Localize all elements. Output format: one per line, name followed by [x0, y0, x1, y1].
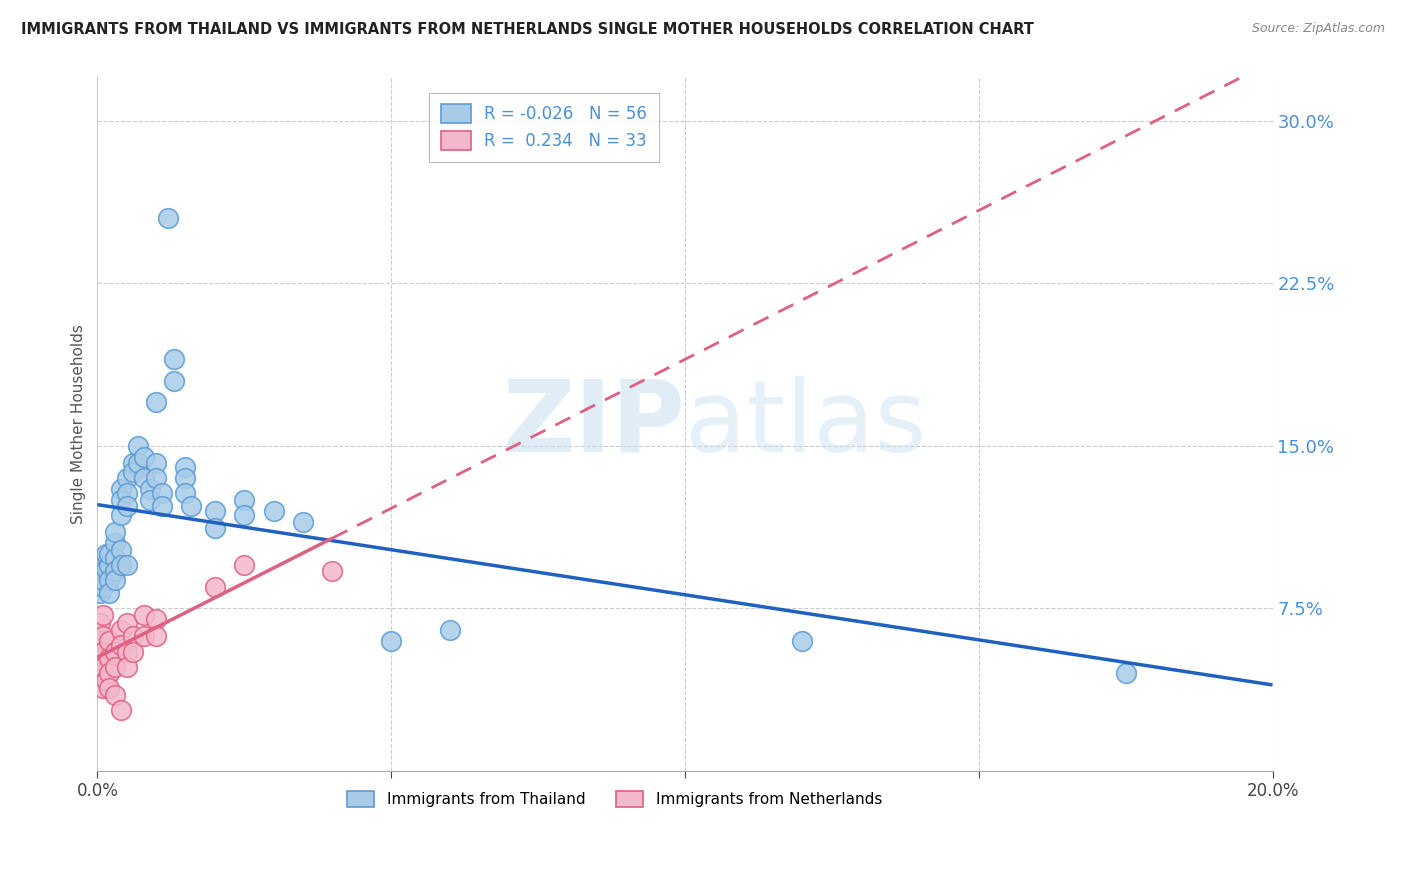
Legend: Immigrants from Thailand, Immigrants from Netherlands: Immigrants from Thailand, Immigrants fro…: [339, 783, 890, 815]
Point: [110, 703, 132, 717]
Point: [104, 525, 127, 540]
Point: [121, 465, 143, 479]
Point: [321, 565, 343, 579]
Point: [110, 482, 132, 496]
Point: [115, 644, 138, 658]
Point: [98, 651, 121, 665]
Point: [104, 659, 127, 673]
Point: [156, 211, 179, 226]
Point: [145, 471, 167, 485]
Point: [89, 651, 111, 665]
Point: [145, 395, 167, 409]
Point: [104, 551, 127, 566]
Point: [233, 508, 256, 522]
Point: [204, 521, 226, 535]
Point: [98, 558, 121, 572]
Point: [150, 486, 173, 500]
Point: [110, 623, 132, 637]
Point: [150, 500, 173, 514]
Point: [233, 492, 256, 507]
Point: [110, 638, 132, 652]
Point: [89, 565, 111, 579]
Point: [98, 547, 121, 561]
Point: [96, 547, 118, 561]
Point: [115, 616, 138, 631]
Point: [91, 681, 114, 696]
Point: [145, 629, 167, 643]
Point: [174, 460, 197, 475]
Point: [91, 568, 114, 582]
Point: [89, 616, 111, 631]
Point: [91, 607, 114, 622]
Text: atlas: atlas: [685, 376, 927, 473]
Point: [104, 688, 127, 702]
Point: [110, 542, 132, 557]
Point: [96, 673, 118, 687]
Point: [134, 450, 156, 464]
Point: [91, 558, 114, 572]
Point: [104, 565, 127, 579]
Point: [139, 482, 162, 496]
Point: [115, 558, 138, 572]
Point: [233, 558, 256, 572]
Point: [91, 659, 114, 673]
Point: [1115, 666, 1137, 681]
Point: [163, 352, 186, 367]
Point: [96, 562, 118, 576]
Point: [91, 573, 114, 587]
Point: [98, 586, 121, 600]
Point: [115, 659, 138, 673]
Point: [104, 536, 127, 550]
Point: [115, 471, 138, 485]
Point: [174, 471, 197, 485]
Point: [174, 486, 197, 500]
Point: [115, 486, 138, 500]
Point: [380, 633, 402, 648]
Point: [91, 580, 114, 594]
Point: [792, 633, 814, 648]
Point: [204, 504, 226, 518]
Point: [292, 515, 315, 529]
Point: [98, 573, 121, 587]
Point: [98, 666, 121, 681]
Point: [134, 629, 156, 643]
Point: [89, 633, 111, 648]
Point: [439, 623, 461, 637]
Point: [134, 607, 156, 622]
Point: [127, 439, 149, 453]
Text: ZIP: ZIP: [502, 376, 685, 473]
Point: [110, 492, 132, 507]
Point: [139, 492, 162, 507]
Y-axis label: Single Mother Households: Single Mother Households: [72, 324, 86, 524]
Point: [121, 644, 143, 658]
Point: [98, 633, 121, 648]
Point: [180, 500, 202, 514]
Point: [121, 456, 143, 470]
Point: [145, 456, 167, 470]
Point: [121, 629, 143, 643]
Point: [98, 681, 121, 696]
Point: [110, 508, 132, 522]
Point: [110, 558, 132, 572]
Point: [104, 644, 127, 658]
Point: [263, 504, 285, 518]
Point: [91, 629, 114, 643]
Point: [204, 580, 226, 594]
Point: [115, 500, 138, 514]
Point: [145, 612, 167, 626]
Point: [127, 456, 149, 470]
Point: [163, 374, 186, 388]
Point: [89, 586, 111, 600]
Point: [89, 666, 111, 681]
Point: [104, 573, 127, 587]
Point: [134, 471, 156, 485]
Text: IMMIGRANTS FROM THAILAND VS IMMIGRANTS FROM NETHERLANDS SINGLE MOTHER HOUSEHOLDS: IMMIGRANTS FROM THAILAND VS IMMIGRANTS F…: [21, 22, 1033, 37]
Text: Source: ZipAtlas.com: Source: ZipAtlas.com: [1251, 22, 1385, 36]
Point: [91, 644, 114, 658]
Point: [127, 460, 149, 475]
